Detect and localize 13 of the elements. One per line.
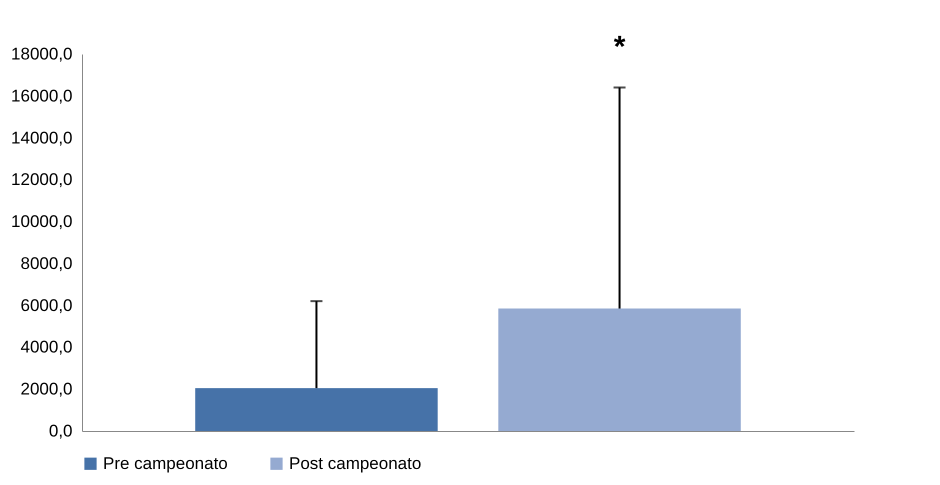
y-tick-label: 12000,0 (11, 170, 72, 190)
y-tick-label: 4000,0 (20, 338, 72, 357)
y-tick-label: 0,0 (48, 422, 72, 440)
y-tick-label: 16000,0 (11, 86, 72, 106)
y-tick-label: 2000,0 (20, 380, 72, 399)
annotation: * (614, 30, 626, 64)
y-tick-label: 8000,0 (20, 254, 72, 273)
y-tick-label: 10000,0 (11, 212, 72, 232)
y-tick-label: 14000,0 (11, 128, 72, 148)
y-tick-label: 6000,0 (20, 296, 72, 315)
legend-label: Pre campeonato (103, 454, 228, 473)
y-tick-label: 18000,0 (11, 44, 72, 64)
legend-label: Post campeonato (289, 454, 422, 473)
